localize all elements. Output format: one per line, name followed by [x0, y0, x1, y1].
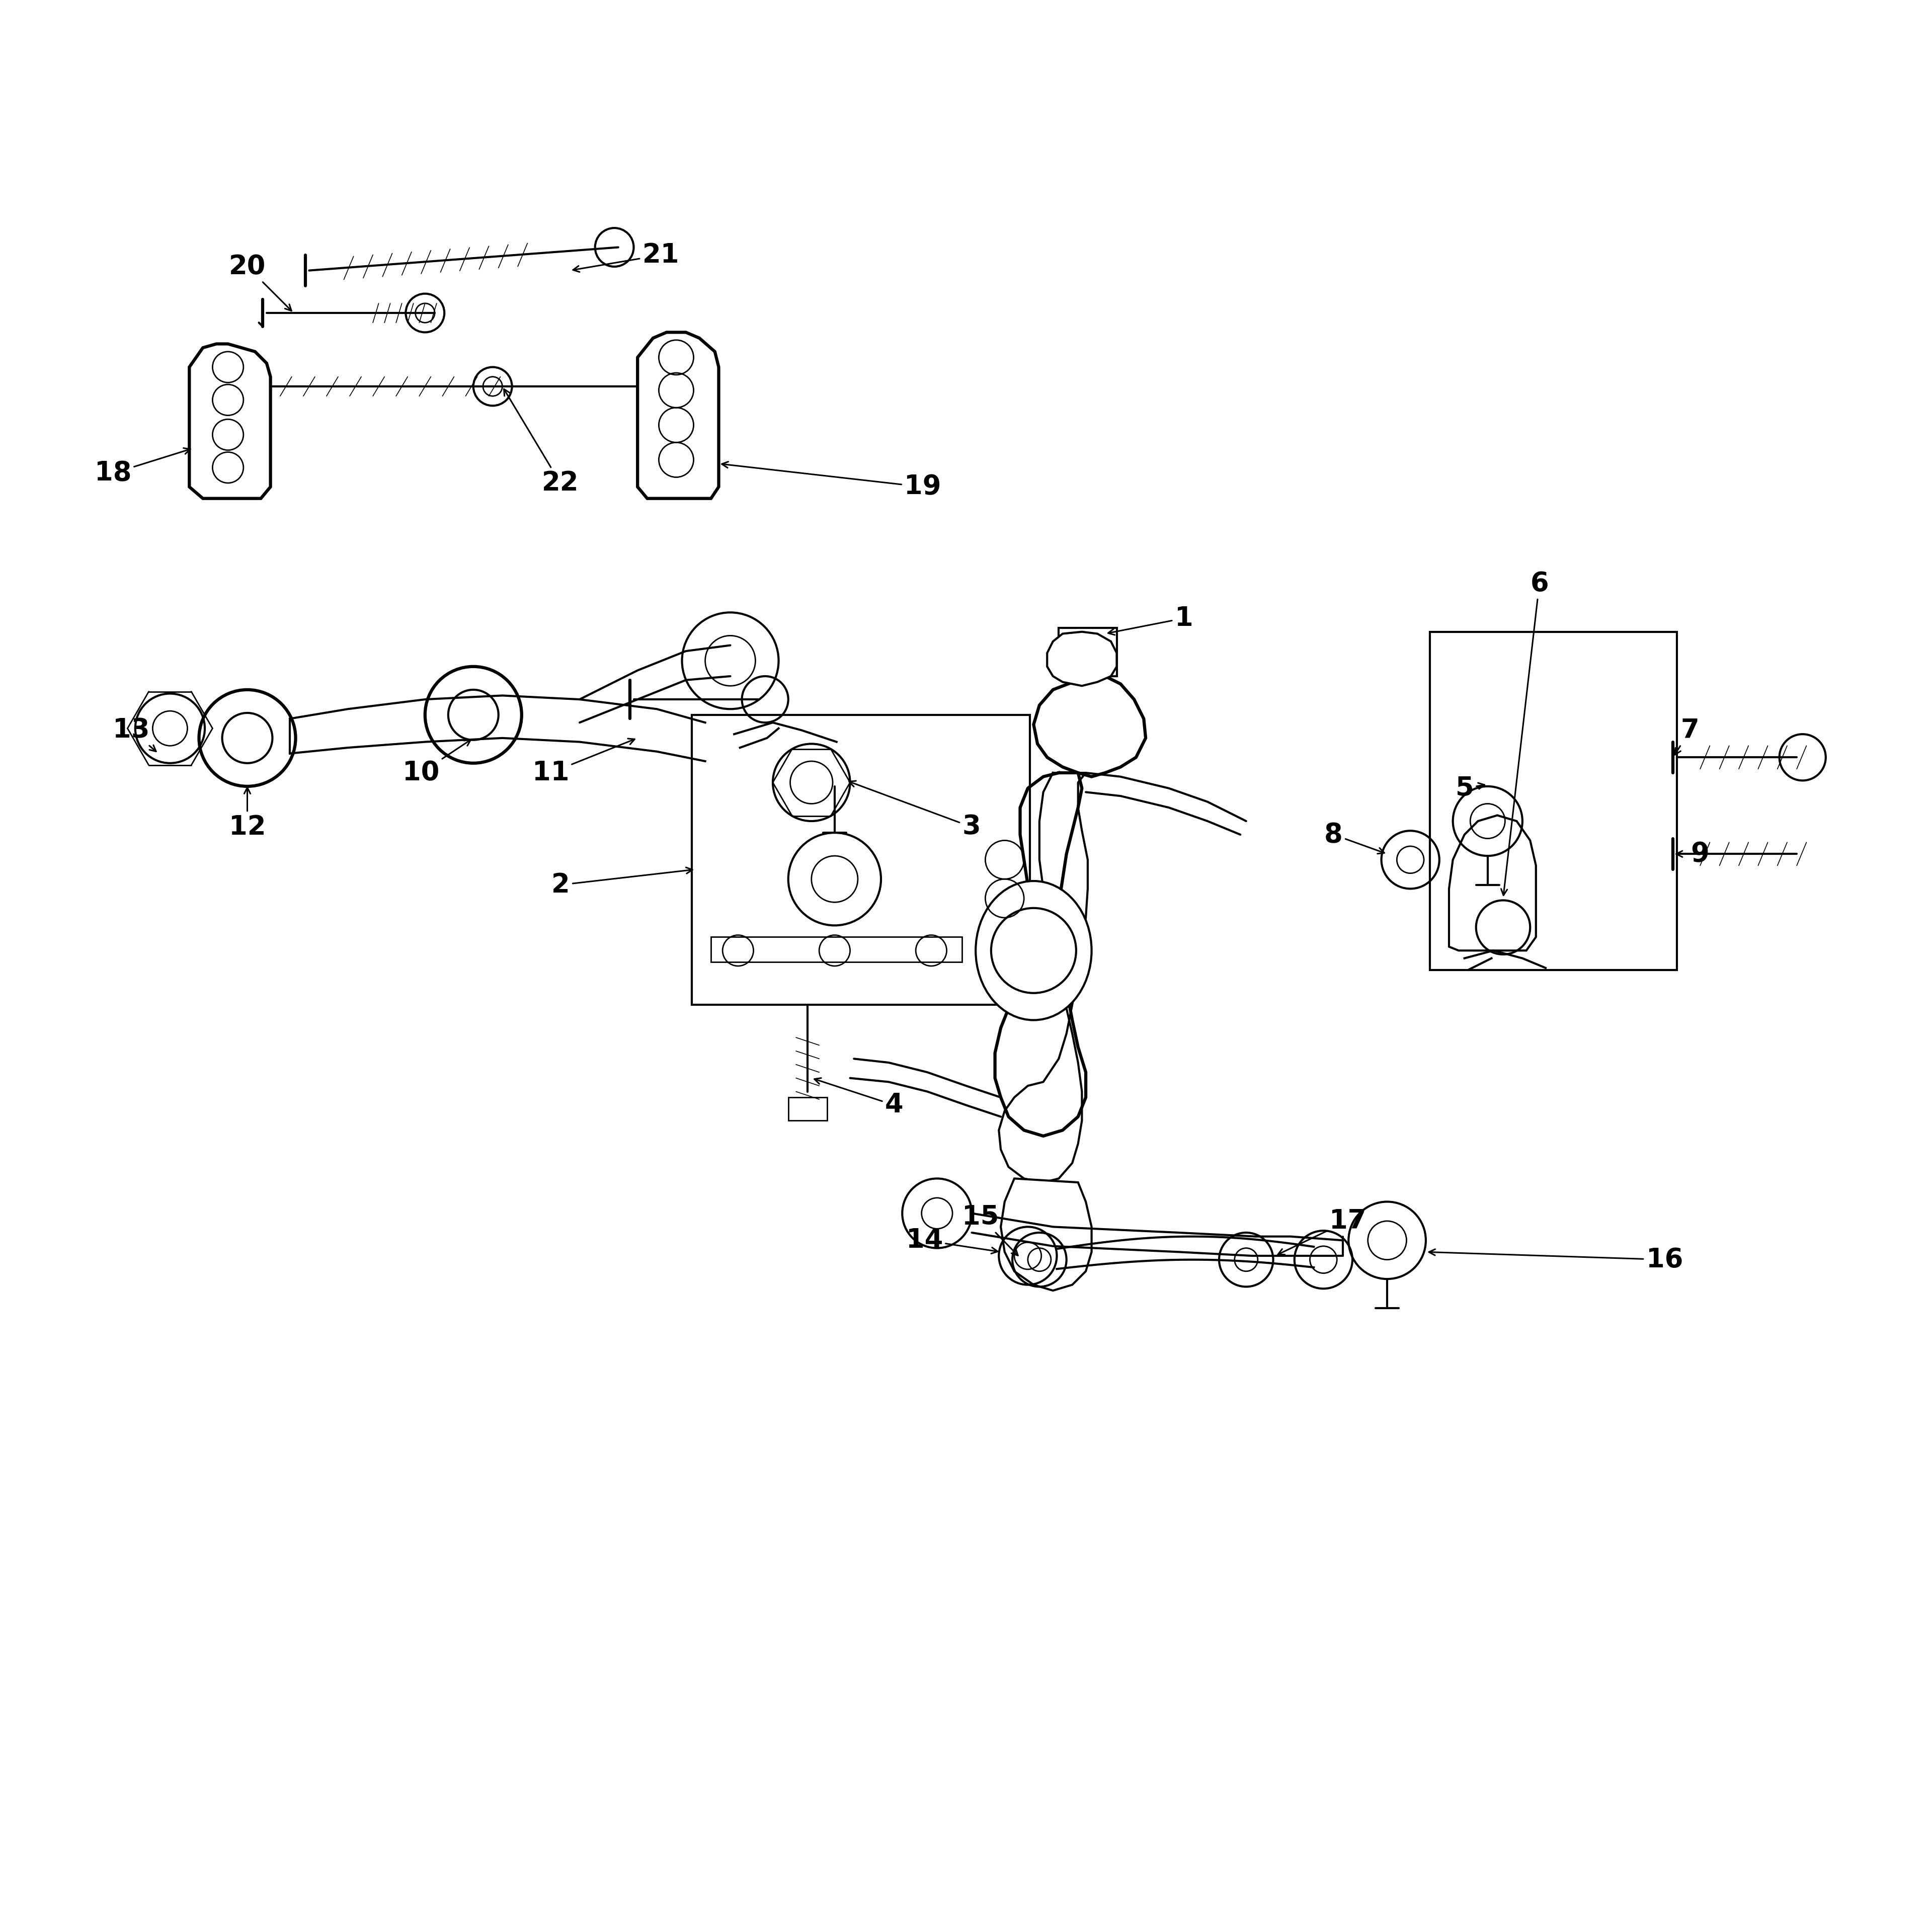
Text: 3: 3: [850, 781, 981, 840]
Polygon shape: [1001, 1179, 1092, 1291]
Text: 17: 17: [1277, 1208, 1366, 1254]
Polygon shape: [1449, 815, 1536, 951]
Text: 1: 1: [1109, 605, 1194, 636]
Text: 15: 15: [962, 1204, 1018, 1256]
Text: 4: 4: [815, 1078, 904, 1119]
Polygon shape: [1047, 632, 1117, 686]
Polygon shape: [1034, 676, 1146, 777]
Text: 14: 14: [906, 1227, 997, 1254]
Polygon shape: [189, 344, 270, 498]
Bar: [692, 715, 1030, 1005]
Text: 9: 9: [1677, 840, 1710, 867]
Text: 10: 10: [402, 740, 471, 786]
Text: 2: 2: [551, 867, 692, 898]
Text: 12: 12: [228, 788, 267, 840]
Text: 5: 5: [1455, 775, 1484, 802]
Text: 22: 22: [504, 388, 580, 497]
Text: 20: 20: [228, 253, 292, 311]
Polygon shape: [995, 773, 1086, 1136]
Bar: [1059, 628, 1117, 676]
Text: 11: 11: [531, 738, 636, 786]
Text: 7: 7: [1675, 717, 1700, 755]
Polygon shape: [638, 332, 719, 498]
Text: 13: 13: [112, 717, 156, 752]
Text: 21: 21: [574, 242, 680, 272]
Bar: [1430, 632, 1677, 970]
Polygon shape: [999, 773, 1088, 1182]
Text: 19: 19: [723, 462, 941, 500]
Text: 18: 18: [95, 448, 189, 487]
Text: 8: 8: [1323, 821, 1383, 854]
Text: 16: 16: [1430, 1246, 1683, 1273]
Ellipse shape: [976, 881, 1092, 1020]
Bar: [788, 1097, 827, 1121]
Text: 6: 6: [1501, 570, 1549, 895]
Polygon shape: [711, 937, 962, 962]
